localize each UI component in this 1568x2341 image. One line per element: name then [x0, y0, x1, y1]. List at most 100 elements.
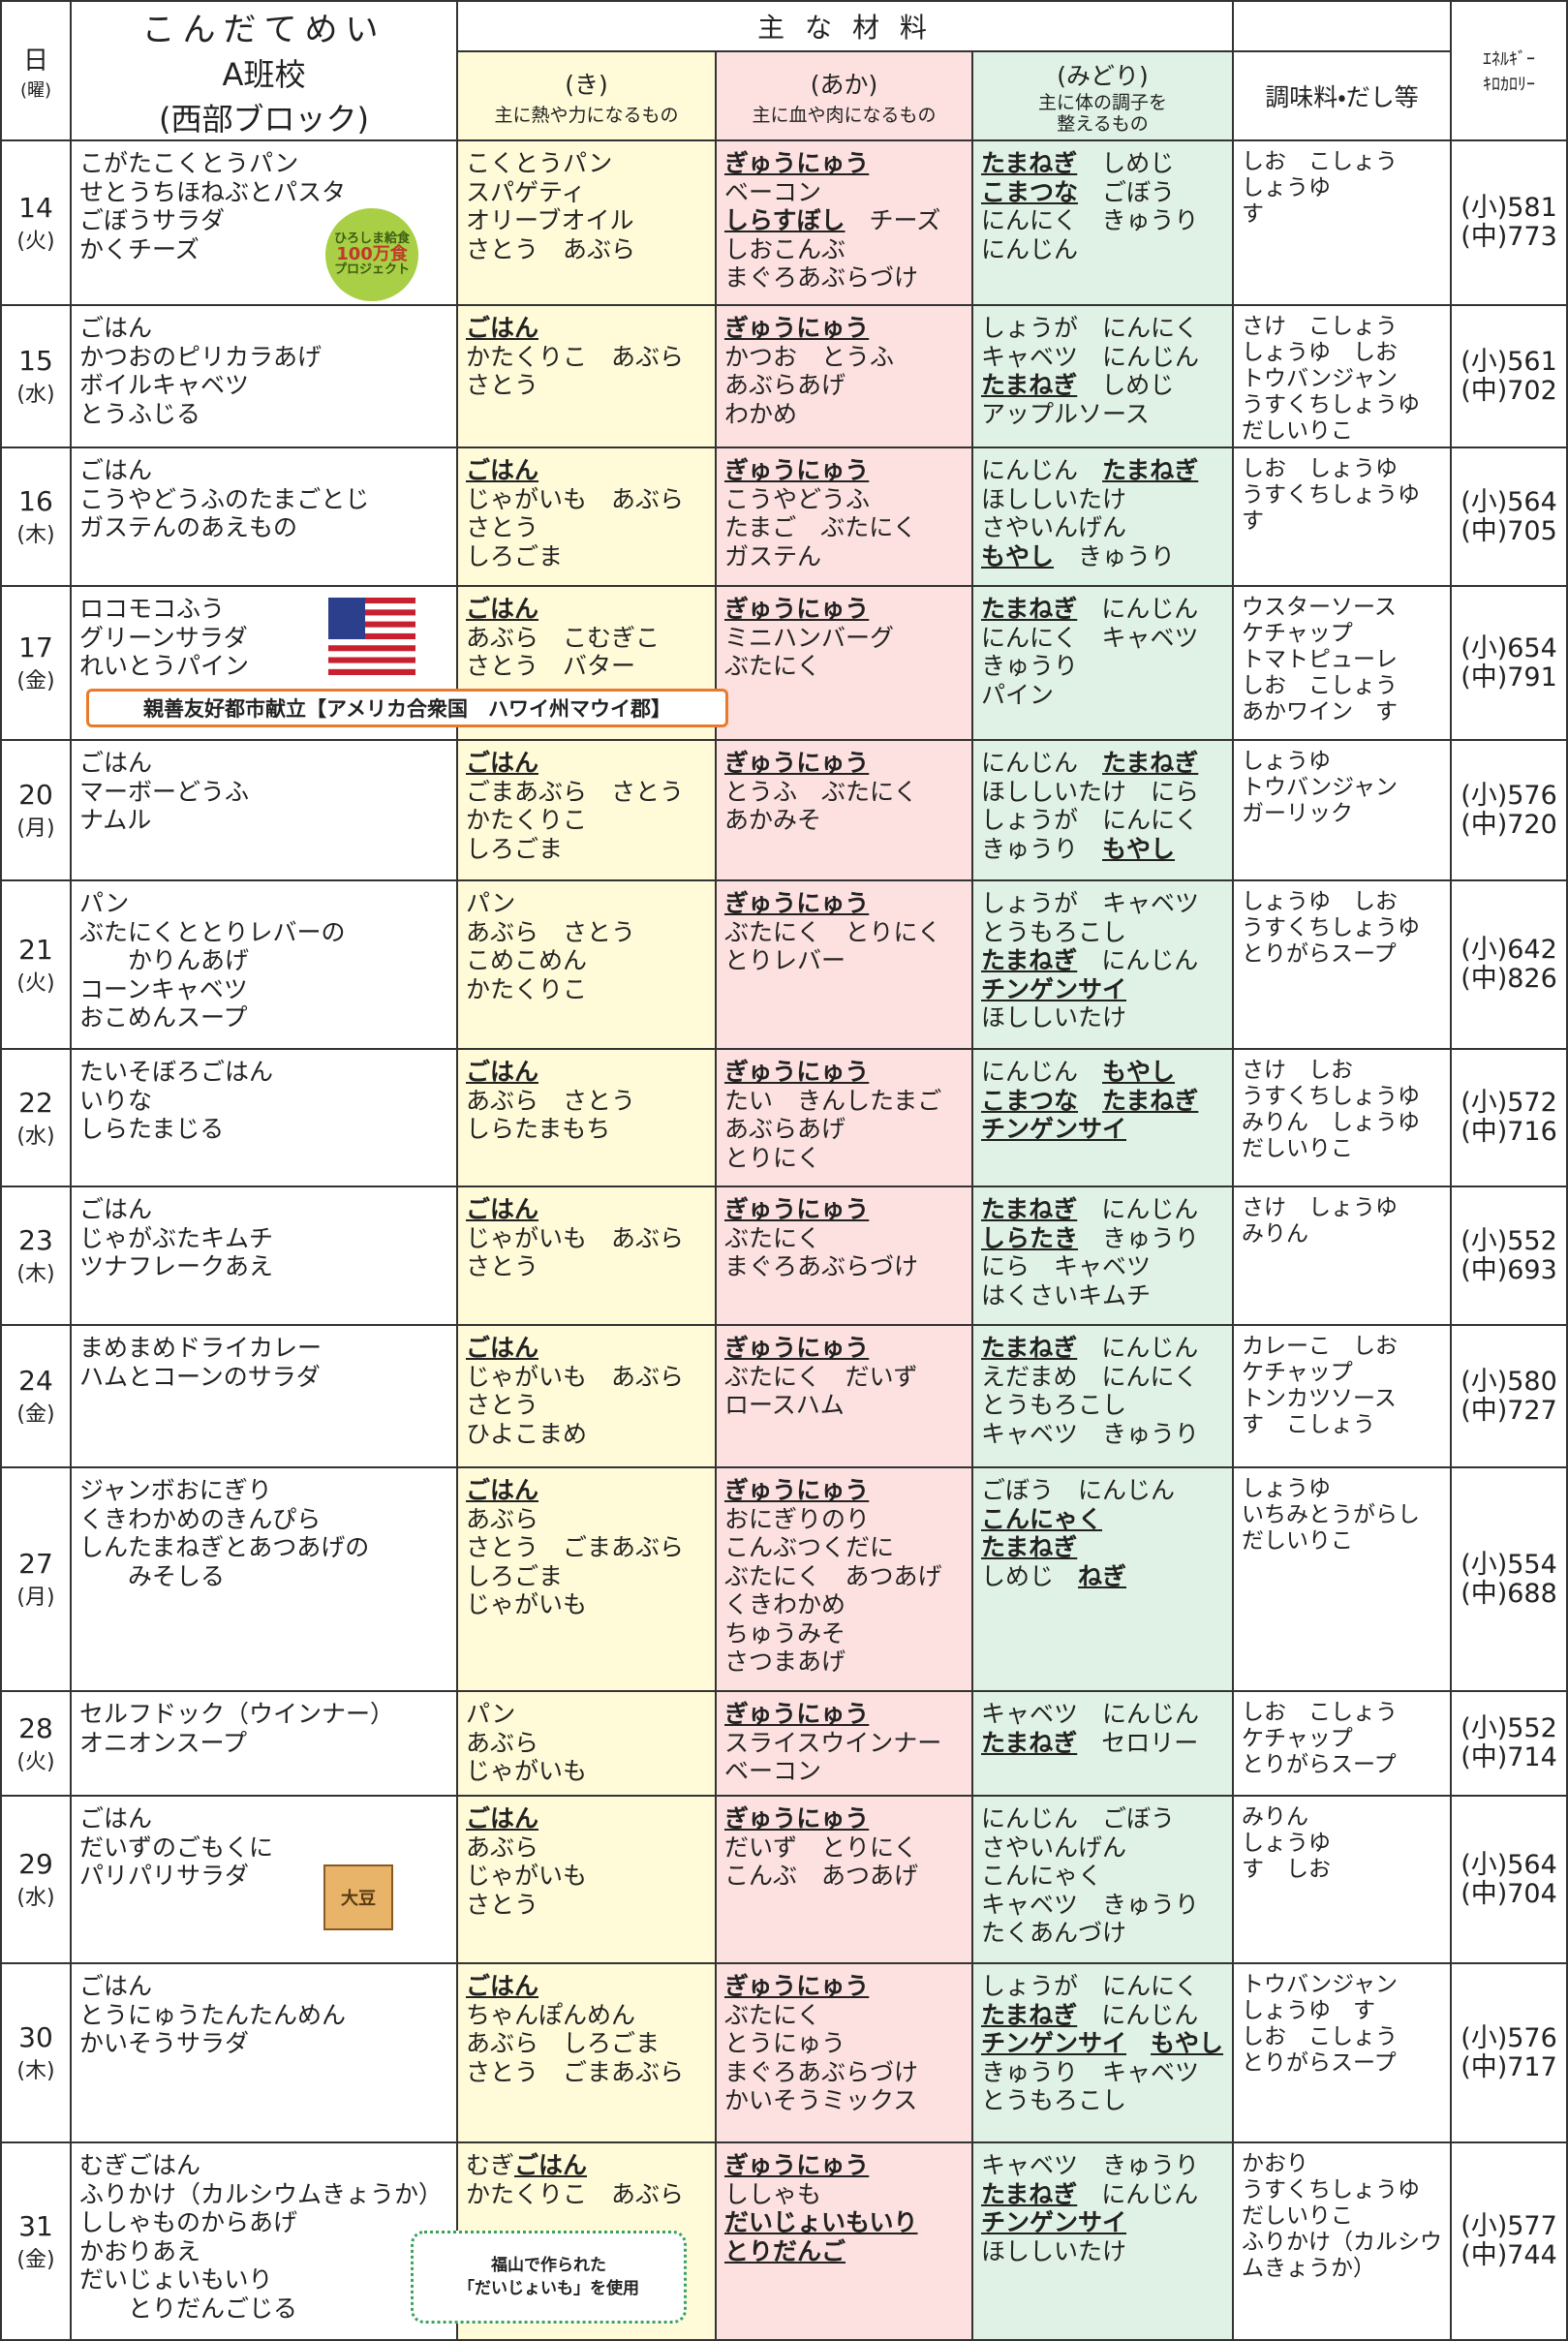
menu-line: だいじょいもいり [79, 2265, 273, 2294]
weekday: (月) [16, 816, 55, 841]
menu-lines: ジャンボおにぎり くきわかめのきんぴら しんたまねぎとあつあげの みそしる [79, 1476, 369, 1590]
midori-emphasis: こまつな [981, 1086, 1079, 1115]
seasoning-line: トマトピューレ [1242, 647, 1398, 672]
menu-line: ごはん [79, 456, 153, 484]
energy-value: (中)720 [1460, 809, 1557, 840]
aka-line: ぎゅうにゅう [724, 314, 894, 343]
ki-line: しろごま [466, 541, 564, 570]
menu-line: パン [79, 889, 130, 917]
midori-line: にんじん もやし [981, 1058, 1198, 1087]
weekday-header-text: (曜) [19, 79, 52, 101]
seasoning-line: しお こしょう [1242, 1700, 1398, 1725]
midori-line: にんにく きゅうり [981, 206, 1199, 234]
ki-title: (き) [565, 70, 608, 99]
seasoning-lines: しょうゆ トウバンジャン ガーリック [1242, 749, 1398, 827]
seasoning-line: ケチャップ [1242, 1726, 1353, 1751]
energy-value: (中)716 [1460, 1117, 1557, 1147]
menu-cell: ごはん とうにゅうたんたんめん かいそうサラダ [72, 1964, 458, 2143]
ki-lines: ごはん じゃがいも あぶら さとう ひよこまめ [466, 1334, 684, 1448]
ki-emphasis: ごはん [514, 2151, 588, 2179]
ki-cell: ごはん じゃがいも あぶら さとう [458, 1187, 717, 1326]
seasoning-lines: みりん しょうゆす しお [1242, 1804, 1331, 1883]
midori-lines: たまねぎ しめじ こまつな ごぼう にんにく きゅうり にんじん [981, 149, 1199, 263]
weekday: (火) [16, 1749, 55, 1774]
menu-line: こがたこくとうパン [79, 149, 299, 177]
ki-emphasis: ごはん [466, 1195, 539, 1223]
ki-line: こくとうパン [466, 149, 613, 177]
midori-lines: しょうが キャベツ とうもろこし たまねぎ にんじん チンゲンサイ ほししいたけ [981, 889, 1199, 1032]
midori-emphasis: たまねぎ [981, 1533, 1078, 1561]
energy-value: (小)577 [1460, 2211, 1557, 2241]
aka-emphasis: とりだんご [724, 2236, 846, 2265]
midori-line: こんにゃく [981, 1505, 1175, 1534]
ki-cell: ごはん あぶら さとう ごまあぶら しろごま じゃがいも [458, 1468, 717, 1692]
aka-line: ぎゅうにゅう [724, 1334, 918, 1363]
ki-line: あぶら こむぎこ [466, 623, 661, 652]
aka-cell: ぎゅうにゅう ぶたにく だいず ロースハム [717, 1326, 973, 1468]
midori-line: キャベツ きゅうり [981, 2151, 1200, 2179]
aka-line: ぎゅうにゅう [724, 889, 941, 918]
energy-value: (中)773 [1460, 222, 1557, 252]
aka-line: とりにく [724, 1143, 821, 1172]
ki-line: さとう [466, 1391, 539, 1419]
menu-line: かつおのピリカラあげ [79, 342, 323, 371]
menu-line: おこめんスープ [79, 1003, 248, 1032]
midori-line: キャベツ きゅうり [981, 1890, 1200, 1919]
aka-emphasis: ぎゅうにゅう [724, 149, 870, 177]
midori-cell: たまねぎ にんじん しらたき きゅうり にら キャベツ はくさいキムチ [973, 1187, 1234, 1326]
seasoning-cell: さけ しょうゆ みりん [1234, 1187, 1452, 1326]
energy-cell: (小)576 (中)720 [1452, 741, 1568, 881]
aka-emphasis: だいじょいもいり [724, 2208, 918, 2236]
ki-line: ひよこまめ [466, 1419, 588, 1448]
midori-line: たまねぎ にんじん [981, 2001, 1223, 2030]
day-cell: 15 (水) [0, 306, 72, 448]
seasoning-lines: かおり うすくちしょうゆ だしいりこ ふりかけ（カルシウ ムきょうか） [1242, 2151, 1442, 2282]
aka-line: ぎゅうにゅう [724, 1195, 918, 1224]
school-name: A班校 [222, 55, 306, 93]
menu-lines: ごはん マーボーどうふ ナムル [79, 749, 249, 835]
aka-line: とうふ ぶたにく [724, 777, 918, 806]
aka-line: こんぶ あつあげ [724, 1862, 919, 1890]
midori-emphasis: チンゲンサイ [981, 974, 1127, 1003]
midori-line: ほししいたけ にら [981, 777, 1200, 806]
seasoning-line: かおり [1242, 2151, 1308, 2176]
seasoning-lines: ウスターソース ケチャップ トマトピューレ しお こしょう あかワイン す [1242, 595, 1398, 725]
midori-lines: にんじん たまねぎ ほししいたけ さやいんげん もやし きゅうり [981, 456, 1198, 570]
weekday: (金) [16, 669, 55, 693]
aka-line: こんぶつくだに [724, 1533, 895, 1561]
aka-header: (あか) 主に血や肉になるもの [717, 52, 973, 141]
energy-value: (小)576 [1460, 780, 1557, 811]
menu-line: ごはん [79, 314, 153, 342]
aka-lines: ぎゅうにゅう ミニハンバーグ ぶたにく [724, 595, 894, 681]
energy-value: (小)552 [1460, 1225, 1557, 1256]
aka-desc: 主に血や肉になるもの [752, 104, 937, 126]
seasoning-cell: しお こしょう ケチャップ とりがらスープ [1234, 1692, 1452, 1797]
menu-line: ごはん [79, 749, 153, 777]
midori-cell: キャベツ きゅうり たまねぎ にんじん チンゲンサイ ほししいたけ [973, 2143, 1234, 2341]
materials-title: 主 な 材 料 [757, 12, 933, 44]
midori-line: はくさいキムチ [981, 1280, 1152, 1309]
midori-line: もやし きゅうり [981, 542, 1198, 571]
menu-line: マーボーどうふ [79, 777, 250, 806]
aka-cell: ぎゅうにゅう ミニハンバーグ ぶたにく [717, 587, 973, 741]
seasoning-line: しょうゆ しお [1242, 889, 1398, 914]
ki-line: さとう ごまあぶら [466, 1533, 685, 1561]
ki-cell: こくとうパン スパゲティ オリーブオイル さとう あぶら [458, 141, 717, 306]
ki-line: かたくりこ [466, 974, 588, 1003]
menu-line: とうふじる [79, 399, 201, 428]
aka-line: くきわかめ [724, 1590, 846, 1618]
menu-title: こんだてめい [141, 10, 386, 49]
seasoning-line: しお しょうゆ [1242, 456, 1398, 481]
midori-emphasis: ねぎ [1078, 1561, 1127, 1590]
seasoning-lines: しょうゆ いちみとうがらし だしいりこ [1242, 1476, 1420, 1555]
seasoning-lines: しお しょうゆ うすくちしょうゆす [1242, 456, 1420, 535]
aka-line: まぐろあぶらづけ [724, 1252, 919, 1280]
aka-line: だいず とりにく [724, 1833, 918, 1862]
energy-cell: (小)642 (中)826 [1452, 881, 1568, 1050]
seasoning-line: うすくちしょうゆ [1242, 915, 1420, 940]
weekday: (木) [16, 1262, 55, 1286]
ki-emphasis: ごはん [466, 749, 539, 777]
seasoning-line: しょうゆ [1242, 749, 1331, 774]
menu-line: かおりあえ [79, 2236, 201, 2265]
menu-line: ぶたにくととりレバーの [79, 917, 346, 946]
